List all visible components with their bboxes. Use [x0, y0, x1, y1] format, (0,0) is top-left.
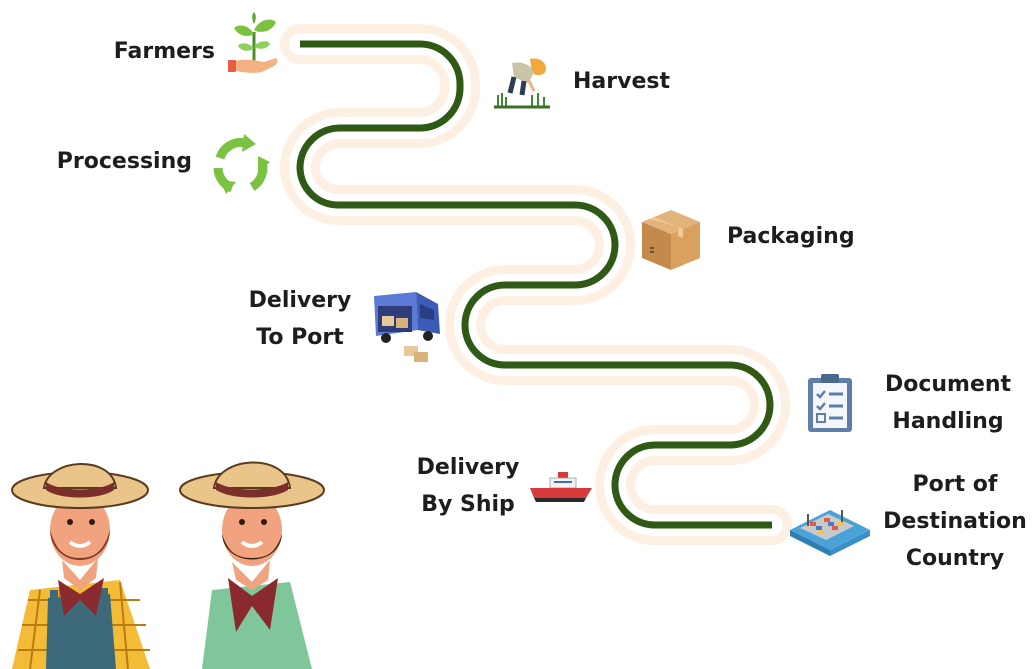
step-label-delivery-to-port: Delivery To Port	[240, 282, 360, 356]
sprout-hand-icon	[228, 12, 278, 73]
step-label-farmers: Farmers	[100, 33, 215, 70]
two-farmers-illustration	[11, 461, 325, 669]
farmer-left	[11, 463, 150, 669]
label-line: To Port	[256, 325, 344, 350]
label-line: Destination	[883, 509, 1027, 534]
step-label-document-handling: Document Handling	[880, 366, 1016, 440]
label-line: Handling	[892, 409, 1004, 434]
label-line: Port of	[912, 472, 998, 497]
label-line: Packaging	[727, 224, 855, 249]
label-line: Delivery	[416, 455, 520, 480]
step-label-processing: Processing	[40, 143, 192, 180]
step-label-harvest: Harvest	[573, 63, 670, 100]
step-label-delivery-by-ship: Delivery By Ship	[408, 449, 528, 523]
label-line: Processing	[56, 149, 192, 174]
step-label-port-of-destination: Port of Destination Country	[880, 466, 1030, 577]
label-line: Harvest	[573, 69, 670, 94]
label-line: Farmers	[113, 39, 215, 64]
label-line: By Ship	[421, 492, 515, 517]
step-label-packaging: Packaging	[727, 218, 855, 255]
label-line: Document	[884, 372, 1012, 397]
ship-icon	[530, 472, 592, 502]
label-line: Country	[905, 546, 1005, 571]
farmer-harvesting-icon	[494, 58, 550, 109]
cargo-port-icon	[790, 510, 870, 556]
cardboard-box-icon	[642, 210, 700, 270]
clipboard-checklist-icon	[808, 374, 852, 432]
delivery-truck-icon	[374, 292, 440, 362]
label-line: Delivery	[248, 288, 352, 313]
recycle-arrows-icon	[213, 134, 270, 194]
farmer-right	[179, 461, 325, 669]
